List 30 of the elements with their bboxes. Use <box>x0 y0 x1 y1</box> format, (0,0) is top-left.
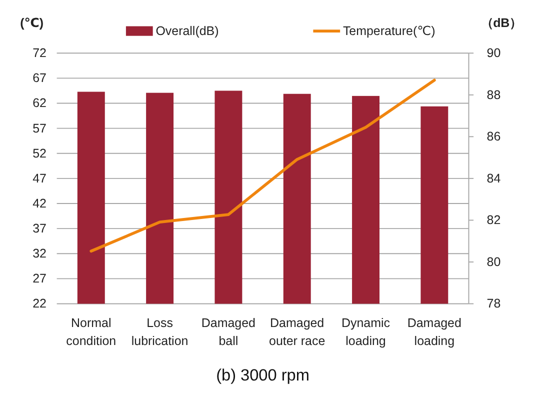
y2-axis-title: （dB） <box>481 16 522 30</box>
line-series <box>90 78 436 253</box>
x-tick-label: Dynamic loading <box>342 316 390 348</box>
y-tick-label: 42 <box>32 196 47 210</box>
y-tick-label: 52 <box>32 146 47 160</box>
x-tick-label: Damaged loading <box>407 316 462 348</box>
y2-tick-label: 86 <box>486 130 501 144</box>
y2-tick-label: 82 <box>486 213 501 228</box>
text: (b) 3000 rpm <box>216 366 310 385</box>
y-tick-label: 72 <box>32 46 47 60</box>
y2-tick-label: 80 <box>486 254 501 269</box>
y-tick-label: 57 <box>32 121 47 136</box>
y2-tick-label: 88 <box>486 88 501 102</box>
x-tick-label: Loss lubrication <box>131 316 188 348</box>
y-axis-title: (℃) <box>20 16 44 30</box>
y-tick-label: 37 <box>32 222 47 236</box>
y-tick-label: 62 <box>32 96 47 110</box>
x-tick-label: Damaged ball <box>201 316 256 348</box>
y2-tick-label: 78 <box>486 296 501 311</box>
y-tick-label: 22 <box>32 296 47 311</box>
y2-tick-label: 90 <box>486 46 501 60</box>
legend-label: Overall(dB) <box>156 24 219 38</box>
y2-tick-label: 84 <box>486 171 501 186</box>
y-tick-label: 67 <box>32 71 47 86</box>
legend-label: Temperature(℃) <box>342 24 436 38</box>
y-tick-label: 47 <box>32 171 47 186</box>
y-tick-label: 27 <box>32 272 47 286</box>
x-tick-label: Normal condition <box>66 316 116 348</box>
x-tick-label: Damaged outer race <box>269 316 326 348</box>
y-tick-label: 32 <box>32 246 47 261</box>
